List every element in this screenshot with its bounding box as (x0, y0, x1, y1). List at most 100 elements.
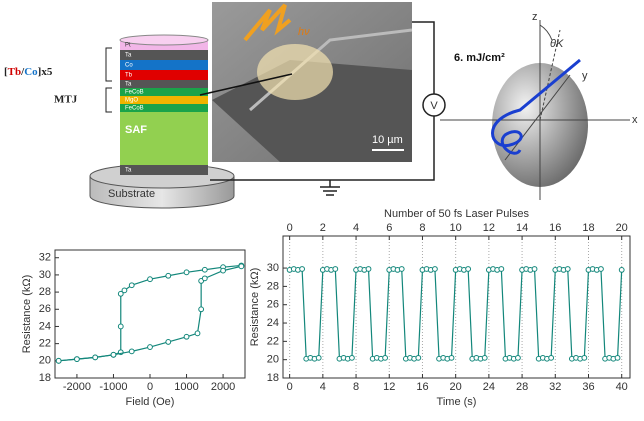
y-axis-label: Resistance (kΩ) (249, 268, 261, 347)
layer-stack: Pt Ta Co Tb Ta FeCoB MgO FeCoB SAF Ta (120, 35, 208, 175)
x2-tick-label: 8 (419, 222, 425, 234)
layer-label: Co (125, 63, 133, 69)
x-tick-label: 16 (416, 381, 428, 393)
x-tick-label: -2000 (63, 381, 91, 393)
y-tick-label: 28 (267, 280, 279, 292)
x-tick-label: -1000 (99, 381, 127, 393)
layer-label: MgO (125, 98, 138, 104)
x2-tick-label: 10 (450, 222, 462, 234)
data-point (56, 358, 61, 363)
y-tick-label: 32 (39, 252, 51, 264)
tb: Tb (8, 66, 21, 78)
x-tick-label: 8 (353, 381, 359, 393)
data-point (166, 340, 171, 345)
data-point (129, 349, 134, 354)
data-point (129, 283, 134, 288)
repeat: ]x5 (38, 66, 53, 78)
data-point (383, 355, 388, 360)
layer-label: FeCoB (125, 90, 144, 96)
x-tick-label: 20 (450, 381, 462, 393)
x2-axis-label: Number of 50 fs Laser Pulses (384, 208, 529, 220)
data-point (482, 355, 487, 360)
sem-image: hν 10 µm (200, 2, 412, 162)
x-tick-label: 32 (549, 381, 561, 393)
y-tick-label: 22 (267, 335, 279, 347)
x-tick-label: 40 (616, 381, 628, 393)
fluence-label: 6. mJ/cm² (454, 52, 505, 64)
y-tick-label: 26 (267, 299, 279, 311)
y-tick-label: 18 (267, 372, 279, 384)
y-tick-label: 28 (39, 286, 51, 298)
y-tick-label: 24 (39, 320, 51, 332)
series-line (290, 269, 622, 359)
data-point (75, 357, 80, 362)
axis-label: z (532, 11, 538, 23)
bracket-line (106, 88, 112, 112)
data-point (300, 267, 305, 272)
y-tick-label: 24 (267, 317, 279, 329)
data-point (366, 267, 371, 272)
layer-label: Ta (125, 82, 132, 88)
y-tick-label: 22 (39, 338, 51, 350)
data-point (202, 276, 207, 281)
data-point (148, 277, 153, 282)
x2-tick-label: 6 (386, 222, 392, 234)
layer-label: FeCoB (125, 106, 144, 112)
data-point (399, 267, 404, 272)
data-point (316, 355, 321, 360)
y-tick-label: 18 (39, 372, 51, 384)
x-axis-label: Time (s) (437, 396, 477, 408)
data-point (118, 324, 123, 329)
axis-label: y (582, 70, 588, 82)
data-point (202, 267, 207, 272)
data-point (549, 355, 554, 360)
figure: Substrate Pt Ta Co Tb Ta FeCoB MgO FeCoB… (0, 0, 644, 421)
scale-bar-label: 10 µm (372, 134, 403, 146)
x2-tick-label: 0 (287, 222, 293, 234)
axis-label: x (632, 114, 638, 126)
x-tick-label: 4 (320, 381, 326, 393)
x-tick-label: 28 (516, 381, 528, 393)
layer-label: SAF (125, 124, 147, 136)
y-tick-label: 26 (39, 303, 51, 315)
bracket-line (106, 48, 112, 81)
data-point (619, 267, 624, 272)
x2-tick-label: 18 (582, 222, 594, 234)
x-tick-label: 12 (383, 381, 395, 393)
y-tick-label: 30 (39, 269, 51, 281)
x2-tick-label: 20 (616, 222, 628, 234)
x-axis-label: Field (Oe) (126, 396, 175, 408)
data-point (449, 355, 454, 360)
y-tick-label: 20 (39, 355, 51, 367)
x-tick-label: 2000 (211, 381, 235, 393)
data-point (93, 355, 98, 360)
axis-label: θK (550, 38, 564, 50)
data-point (615, 355, 620, 360)
data-point (433, 267, 438, 272)
y-axis-label: Resistance (kΩ) (21, 275, 33, 354)
x2-tick-label: 12 (483, 222, 495, 234)
data-point (416, 355, 421, 360)
y-tick-label: 30 (267, 262, 279, 274)
y-tick-label: 20 (267, 354, 279, 366)
data-point (350, 355, 355, 360)
co: Co (24, 66, 38, 78)
layer-label: Ta (125, 168, 132, 174)
substrate-label: Substrate (108, 188, 155, 200)
magnetization-sphere: z y x θK 6. mJ/cm² (440, 11, 638, 200)
data-point (111, 352, 116, 357)
data-point (532, 267, 537, 272)
data-point (516, 355, 521, 360)
x2-tick-label: 4 (353, 222, 359, 234)
data-point (184, 334, 189, 339)
x-tick-label: 0 (287, 381, 293, 393)
data-point (199, 307, 204, 312)
data-point (184, 270, 189, 275)
data-point (565, 267, 570, 272)
voltmeter-label: V (430, 100, 438, 112)
x-tick-label: 36 (582, 381, 594, 393)
layer-label: Tb (125, 73, 133, 79)
x2-tick-label: 16 (549, 222, 561, 234)
layer-label: Ta (125, 53, 132, 59)
data-point (466, 267, 471, 272)
